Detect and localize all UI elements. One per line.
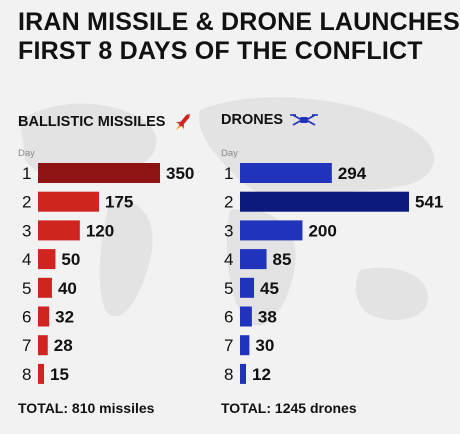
drones-day-label: 6 [224,308,233,327]
drones-day-label: 3 [224,221,233,240]
drone-icon [290,114,319,126]
missiles-panel-header: BALLISTIC MISSILES [18,110,195,134]
missiles-bar [38,220,80,241]
missiles-day-label: 2 [22,193,31,212]
missiles-day-label: 6 [22,308,31,327]
missiles-day-label: 5 [22,279,31,298]
drones-total: TOTAL: 1245 drones [221,400,357,416]
missiles-value-label: 350 [166,164,194,183]
drones-value-label: 200 [308,221,336,240]
missiles-total: TOTAL: 810 missiles [18,400,155,416]
missiles-panel-title: BALLISTIC MISSILES [18,114,166,130]
missiles-day-label: 7 [22,336,31,355]
missiles-bar [38,249,56,270]
drones-day-axis-label: Day [221,148,238,159]
drones-day-label: 2 [224,193,233,212]
drones-day-label: 1 [224,164,233,183]
drones-value-label: 30 [255,336,274,355]
missiles-bar [38,191,99,212]
drones-bar [240,306,252,327]
drones-value-label: 45 [260,279,279,298]
drones-value-label: 541 [415,193,443,212]
title-line-2: FIRST 8 DAYS OF THE CONFLICT [18,37,423,65]
drones-bar [240,163,332,183]
drones-bar [240,335,250,356]
missiles-day-label: 3 [22,221,31,240]
drones-bar [240,363,246,384]
drones-bar-chart: 1 294 2 541 3 200 4 85 5 45 6 38 7 30 8 12 [224,163,443,384]
drones-value-label: 85 [273,250,292,269]
missiles-value-label: 120 [86,221,114,240]
drones-bar [240,249,267,270]
drones-day-label: 7 [224,336,233,355]
drones-day-label: 5 [224,279,233,298]
drones-value-label: 38 [258,308,277,327]
missiles-value-label: 175 [105,193,133,212]
drones-bar [240,220,303,241]
missiles-value-label: 32 [55,308,74,327]
missiles-bar [38,306,50,327]
chart-title: IRAN MISSILE & DRONE LAUNCHES FIRST 8 DA… [18,8,460,66]
missiles-value-label: 40 [58,279,77,298]
missiles-bar [38,363,44,384]
missiles-bar [38,335,48,356]
drones-bar [240,191,409,212]
title-line-1: IRAN MISSILE & DRONE LAUNCHES [18,8,460,36]
drones-panel-title: DRONES [221,112,284,128]
missiles-day-label: 8 [22,365,31,384]
missiles-bar-chart: 1 350 2 175 3 120 4 50 5 40 6 32 7 28 8 15 [22,163,194,384]
drones-day-label: 8 [224,365,233,384]
missile-icon [176,113,191,131]
drones-bar [240,277,255,298]
missiles-bar [38,163,160,183]
missiles-value-label: 50 [61,250,80,269]
missiles-value-label: 15 [50,365,69,384]
missiles-bar [38,277,52,298]
drones-value-label: 12 [252,365,271,384]
missiles-day-label: 4 [22,250,31,269]
drones-panel-header: DRONES [221,110,319,130]
missiles-day-label: 1 [22,164,31,183]
drones-day-label: 4 [224,250,233,269]
drones-value-label: 294 [338,164,367,183]
missiles-value-label: 28 [54,336,73,355]
missiles-day-axis-label: Day [18,148,35,159]
